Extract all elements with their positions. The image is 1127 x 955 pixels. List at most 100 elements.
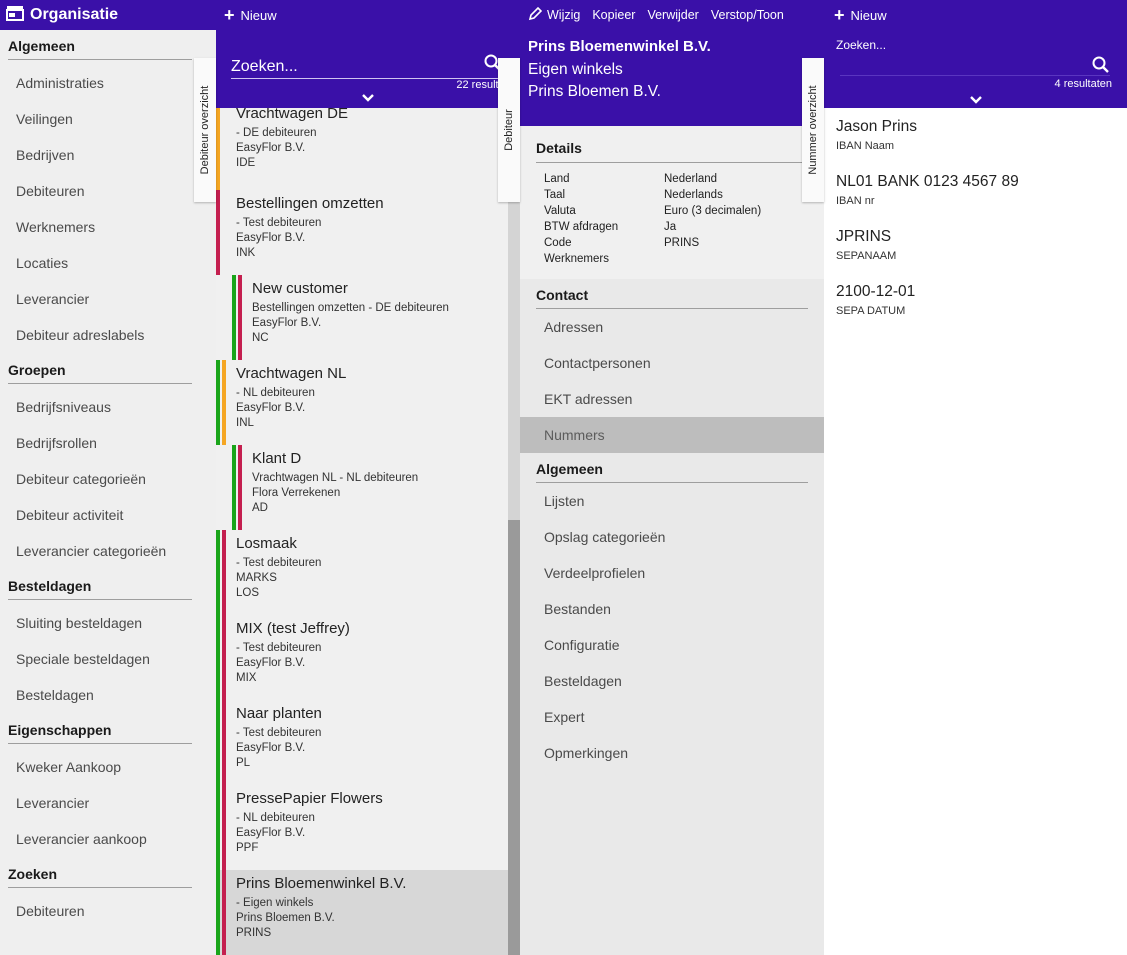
detail-header: Prins Bloemenwinkel B.V. Eigen winkels P… — [520, 30, 824, 126]
numbers-toolbar: + Nieuw — [824, 0, 1127, 30]
list-item-code: MIX — [236, 672, 257, 684]
sidebar-item-locaties[interactable]: Locaties — [16, 255, 69, 271]
divider — [8, 599, 192, 600]
list-item[interactable]: Bestellingen omzetten - Test debiteuren Ea… — [216, 190, 508, 275]
status-bar-green — [216, 530, 220, 615]
debtor-group: Eigen winkels — [528, 61, 623, 78]
detail-key: Taal — [544, 189, 566, 201]
number-entry[interactable]: JPRINS SEPANAAM — [824, 228, 1127, 273]
detail-value: PRINS — [664, 237, 700, 249]
sidebar-item-bedrijven[interactable]: Bedrijven — [16, 147, 75, 163]
sidebar-item-speciale-besteldagen[interactable]: Speciale besteldagen — [16, 651, 150, 667]
detail-menu-opmerkingen[interactable]: Opmerkingen — [544, 745, 629, 761]
number-value: 2100-12-01 — [836, 283, 916, 300]
detail-menu-besteldagen[interactable]: Besteldagen — [544, 673, 622, 689]
debtor-search-input[interactable]: Zoeken... — [231, 58, 503, 79]
detail-menu-ekt-adressen[interactable]: EKT adressen — [544, 391, 633, 407]
detail-menu-verdeelprofielen[interactable]: Verdeelprofielen — [544, 565, 646, 581]
sidebar-item-leverancier-categorieen[interactable]: Leverancier categorieën — [16, 543, 167, 559]
list-scroll-thumb[interactable] — [508, 520, 520, 955]
list-item-subtitle: Vrachtwagen NL - NL debiteuren — [252, 472, 419, 484]
list-item-title: Vrachtwagen NL — [236, 365, 347, 382]
list-item-subtitle: - NL debiteuren — [236, 387, 315, 399]
detail-menu-opslag-categorieen[interactable]: Opslag categorieën — [544, 529, 666, 545]
new-number-button[interactable]: + Nieuw — [834, 6, 887, 24]
chevron-down-icon[interactable] — [969, 94, 983, 108]
list-item-title: Vrachtwagen DE — [236, 108, 349, 122]
debtor-name: Prins Bloemenwinkel B.V. — [528, 38, 711, 55]
sidebar-item-debiteuren[interactable]: Debiteuren — [16, 183, 85, 199]
sidebar-item-sluiting-besteldagen[interactable]: Sluiting besteldagen — [16, 615, 143, 631]
list-item-subtitle: Bestellingen omzetten - DE debiteuren — [252, 302, 449, 314]
number-value: Jason Prins — [836, 118, 917, 135]
debtor-tab[interactable]: Debiteur — [498, 58, 520, 202]
delete-button[interactable]: Verwijder — [647, 8, 699, 22]
sidebar-item-bedrijfsrollen[interactable]: Bedrijfsrollen — [16, 435, 97, 451]
sidebar-item-bedrijfsniveaus[interactable]: Bedrijfsniveaus — [16, 399, 111, 415]
sidebar-item-debiteur-categorieen[interactable]: Debiteur categorieën — [16, 471, 146, 487]
number-label: IBAN Naam — [836, 140, 895, 152]
plus-icon: + — [224, 5, 235, 25]
detail-menu-contactpersonen[interactable]: Contactpersonen — [544, 355, 651, 371]
detail-menu-expert[interactable]: Expert — [544, 709, 585, 725]
status-bar-green — [216, 700, 220, 785]
list-item[interactable]: PressePapier Flowers - NL debiteuren EasyF… — [216, 785, 508, 870]
number-entry[interactable]: Jason Prins IBAN Naam — [824, 118, 1127, 163]
sidebar-item-debiteuren[interactable]: Debiteuren — [16, 903, 85, 919]
number-entry[interactable]: 2100-12-01 SEPA DATUM — [824, 283, 1127, 328]
debtor-overview-tab[interactable]: Debiteur overzicht — [194, 58, 216, 202]
number-entry[interactable]: NL01 BANK 0123 4567 89 IBAN nr — [824, 173, 1127, 218]
detail-row: Code PRINS — [536, 235, 808, 251]
list-item-subtitle: - Eigen winkels — [236, 897, 314, 909]
numbers-result-count: 4 resultaten — [1054, 78, 1112, 90]
detail-menu-lijsten[interactable]: Lijsten — [544, 493, 585, 509]
detail-menu-adressen[interactable]: Adressen — [544, 319, 604, 335]
list-item-company: Flora Verrekenen — [252, 487, 341, 499]
list-item[interactable]: MIX (test Jeffrey) - Test debiteuren EasyF… — [216, 615, 508, 700]
debtor-overview-tab-label: Debiteur overzicht — [199, 85, 211, 175]
number-overview-tab[interactable]: Nummer overzicht — [802, 58, 824, 202]
detail-section-title: Contact — [536, 287, 589, 303]
nav-section-title: Algemeen — [8, 38, 75, 54]
status-bar-green — [232, 275, 236, 360]
number-overview-panel: + Nieuw Zoeken... 4 resultaten Jason Pri… — [824, 0, 1127, 955]
list-item-code: INK — [236, 247, 256, 259]
hide-show-button[interactable]: Verstop/Toon — [710, 8, 784, 22]
sidebar-item-leverancier[interactable]: Leverancier — [16, 291, 90, 307]
list-item-title: MIX (test Jeffrey) — [236, 620, 350, 637]
copy-button[interactable]: Kopieer — [592, 8, 636, 22]
nav-section-zoeken: Zoeken — [0, 857, 216, 893]
sidebar-item-administraties[interactable]: Administraties — [16, 75, 104, 91]
sidebar-item-leverancier[interactable]: Leverancier — [16, 795, 90, 811]
sidebar-item-debiteur-adreslabels[interactable]: Debiteur adreslabels — [16, 327, 145, 343]
sidebar-item-werknemers[interactable]: Werknemers — [16, 219, 96, 235]
list-item[interactable]: Losmaak - Test debiteuren MARKS LOS — [216, 530, 508, 615]
new-debtor-button[interactable]: + Nieuw — [224, 6, 277, 24]
edit-button[interactable]: Wijzig — [528, 6, 580, 24]
sidebar-item-kweker-aankoop[interactable]: Kweker Aankoop — [16, 759, 122, 775]
list-item-company: MARKS — [236, 572, 277, 584]
detail-menu-nummers[interactable]: Nummers — [520, 417, 824, 453]
list-item[interactable]: Vrachtwagen NL - NL debiteuren EasyFlor B.… — [216, 360, 508, 445]
sidebar-item-debiteur-activiteit[interactable]: Debiteur activiteit — [16, 507, 124, 523]
nav-section-eigenschappen: Eigenschappen — [0, 713, 216, 749]
sidebar-item-veilingen[interactable]: Veilingen — [16, 111, 73, 127]
status-bar-crimson — [216, 190, 220, 275]
list-item[interactable]: Klant D Vrachtwagen NL - NL debiteuren Flo… — [216, 445, 508, 530]
search-icon[interactable] — [1092, 56, 1110, 79]
navigation-panel: Organisatie Algemeen Administraties Veilin… — [0, 0, 216, 955]
numbers-search-input[interactable]: Zoeken... — [836, 38, 887, 52]
list-item-company: EasyFlor B.V. — [236, 232, 306, 244]
list-item[interactable]: Prins Bloemenwinkel B.V. - Eigen winkels P… — [216, 870, 508, 955]
status-bar-green — [216, 870, 220, 955]
detail-menu-configuratie[interactable]: Configuratie — [544, 637, 620, 653]
detail-menu-bestanden[interactable]: Bestanden — [544, 601, 611, 617]
list-item[interactable]: Vrachtwagen DE - DE debiteuren EasyFlor B.… — [216, 108, 508, 190]
list-item-title: New customer — [252, 280, 348, 297]
debtor-list-panel: + Nieuw Zoeken... 22 resultaten Vrachtwa… — [216, 0, 520, 955]
chevron-down-icon[interactable] — [361, 92, 375, 106]
list-item[interactable]: Naar planten - Test debiteuren EasyFlor B.… — [216, 700, 508, 785]
list-item[interactable]: New customer Bestellingen omzetten - DE d… — [216, 275, 508, 360]
sidebar-item-besteldagen[interactable]: Besteldagen — [16, 687, 94, 703]
sidebar-item-leverancier-aankoop[interactable]: Leverancier aankoop — [16, 831, 147, 847]
